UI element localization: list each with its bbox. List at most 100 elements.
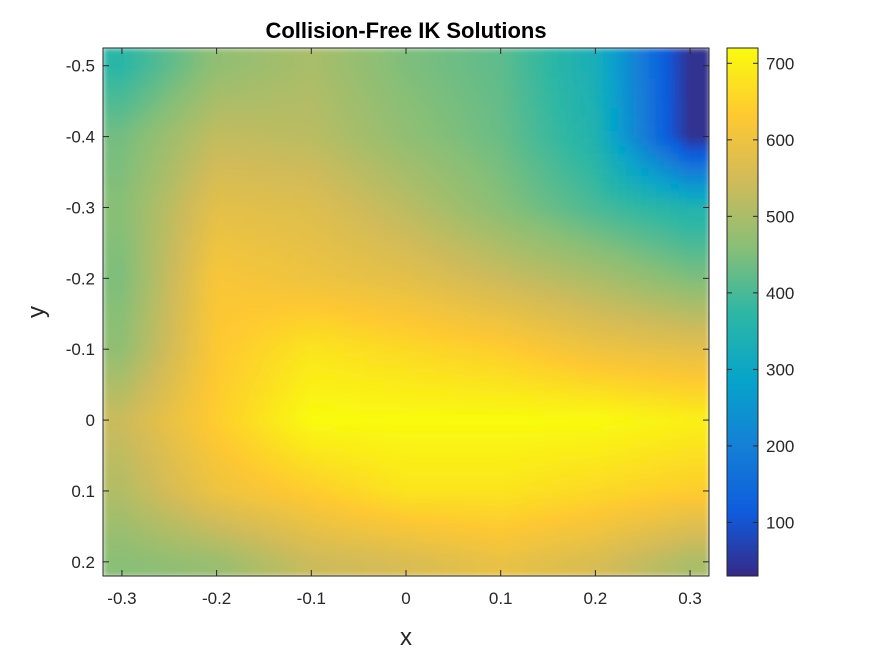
heatmap-cell: [193, 244, 203, 253]
heatmap-cell: [655, 477, 665, 487]
heatmap-cell: [307, 334, 316, 343]
heatmap-cell: [269, 191, 279, 200]
heatmap-cell: [156, 304, 165, 313]
heatmap-cell: [171, 236, 180, 245]
heatmap-cell: [125, 206, 135, 215]
heatmap-cell: [466, 372, 475, 381]
heatmap-cell: [549, 48, 559, 57]
heatmap-cell: [186, 349, 195, 359]
heatmap-cell: [580, 55, 589, 64]
heatmap-cell: [406, 402, 415, 411]
heatmap-cell: [466, 289, 475, 298]
heatmap-cell: [254, 161, 263, 170]
heatmap-cell: [246, 349, 256, 359]
heatmap-cell: [299, 176, 309, 185]
heatmap-cell: [178, 259, 188, 268]
heatmap-cell: [140, 198, 150, 208]
heatmap-cell: [678, 146, 688, 155]
heatmap-cell: [602, 304, 612, 313]
heatmap-cell: [292, 462, 301, 472]
heatmap-cell: [701, 266, 709, 276]
heatmap-cell: [565, 130, 574, 140]
heatmap-cell: [239, 440, 248, 449]
heatmap-cell: [352, 304, 362, 313]
heatmap-cell: [678, 334, 688, 343]
heatmap-cell: [292, 259, 301, 268]
heatmap-cell: [701, 259, 709, 268]
heatmap-cell: [125, 123, 135, 132]
heatmap-cell: [299, 115, 309, 125]
heatmap-cell: [383, 410, 392, 419]
heatmap-cell: [262, 70, 271, 79]
heatmap-cell: [330, 191, 339, 200]
heatmap-cell: [103, 440, 112, 449]
heatmap-cell: [360, 312, 369, 321]
heatmap-cell: [474, 304, 483, 313]
heatmap-cell: [474, 221, 483, 230]
heatmap-cell: [443, 289, 453, 298]
heatmap-cell: [171, 379, 180, 389]
heatmap-cell: [428, 229, 438, 238]
heatmap-cell: [572, 70, 582, 79]
heatmap-cell: [269, 493, 279, 502]
heatmap-cell: [421, 100, 430, 110]
heatmap-cell: [375, 455, 385, 464]
heatmap-cell: [140, 63, 150, 72]
heatmap-cell: [413, 296, 422, 306]
heatmap-cell: [246, 462, 256, 472]
heatmap-cell: [368, 198, 377, 208]
heatmap-cell: [436, 130, 445, 140]
heatmap-cell: [133, 85, 142, 95]
heatmap-cell: [156, 244, 165, 253]
heatmap-cell: [466, 206, 475, 215]
heatmap-cell: [148, 447, 157, 457]
heatmap-cell: [671, 281, 680, 291]
heatmap-cell: [118, 508, 127, 517]
heatmap-cell: [489, 342, 498, 351]
heatmap-cell: [466, 485, 475, 494]
heatmap-cell: [459, 48, 468, 57]
heatmap-cell: [633, 130, 642, 140]
heatmap-cell: [277, 48, 286, 57]
heatmap-cell: [693, 108, 703, 117]
heatmap-cell: [186, 191, 195, 200]
heatmap-cell: [648, 191, 657, 200]
heatmap-cell: [277, 289, 286, 298]
heatmap-cell: [459, 425, 468, 434]
heatmap-cell: [216, 508, 226, 517]
heatmap-cell: [451, 138, 460, 147]
heatmap-cell: [140, 168, 150, 178]
heatmap-cell: [118, 244, 127, 253]
heatmap-cell: [474, 176, 483, 185]
heatmap-cell: [686, 470, 695, 479]
heatmap-cell: [171, 70, 180, 79]
heatmap-cell: [701, 394, 709, 404]
heatmap-cell: [527, 349, 536, 359]
heatmap-cell: [527, 48, 536, 57]
heatmap-cell: [496, 123, 506, 132]
heatmap-cell: [421, 78, 430, 87]
heatmap-cell: [572, 85, 582, 95]
heatmap-cell: [542, 289, 551, 298]
heatmap-cell: [216, 146, 226, 155]
heatmap-cell: [292, 342, 301, 351]
heatmap-cell: [163, 259, 172, 268]
heatmap-cell: [625, 296, 635, 306]
heatmap-cell: [201, 123, 210, 132]
heatmap-cell: [648, 296, 657, 306]
heatmap-cell: [565, 387, 574, 396]
heatmap-cell: [686, 213, 695, 223]
heatmap-cell: [103, 229, 112, 238]
heatmap-cell: [352, 508, 362, 517]
heatmap-cell: [443, 281, 453, 291]
heatmap-cell: [413, 93, 422, 102]
heatmap-cell: [262, 100, 271, 110]
heatmap-cell: [580, 123, 589, 132]
heatmap-cell: [451, 372, 460, 381]
heatmap-cell: [118, 55, 127, 64]
heatmap-cell: [224, 327, 233, 336]
heatmap-cell: [655, 244, 665, 253]
heatmap-cell: [436, 55, 445, 64]
heatmap-cell: [140, 55, 150, 64]
heatmap-cell: [678, 266, 688, 276]
